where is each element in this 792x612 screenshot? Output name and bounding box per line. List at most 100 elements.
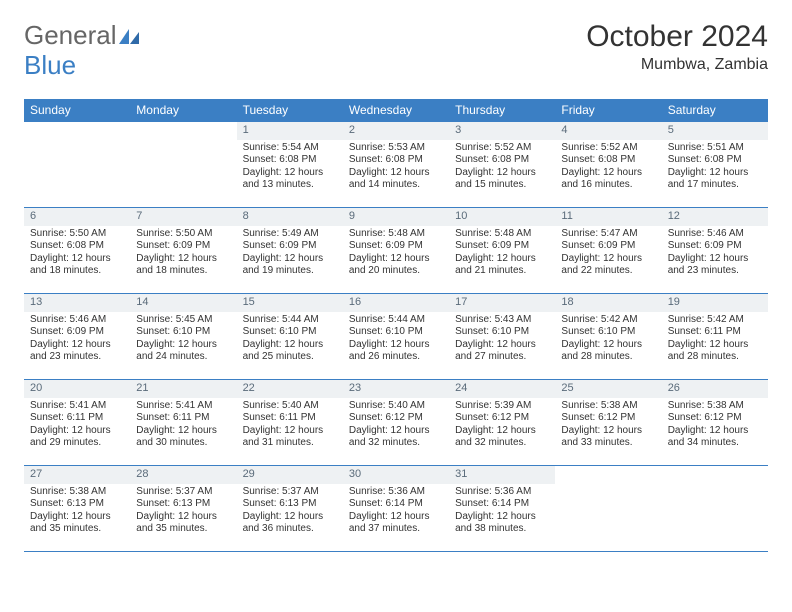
calendar-cell: 15Sunrise: 5:44 AMSunset: 6:10 PMDayligh… [237,294,343,380]
cell-line-day1: Daylight: 12 hours [349,167,443,180]
day-number: 31 [449,466,555,484]
day-number: 6 [24,208,130,226]
cell-line-sunset: Sunset: 6:10 PM [136,326,230,339]
cell-line-day2: and 33 minutes. [561,437,655,450]
cell-line-sunset: Sunset: 6:11 PM [668,326,762,339]
cell-body: Sunrise: 5:38 AMSunset: 6:13 PMDaylight:… [24,484,130,540]
cell-line-sunrise: Sunrise: 5:53 AM [349,142,443,155]
cell-line-day2: and 23 minutes. [30,351,124,364]
cell-body: Sunrise: 5:47 AMSunset: 6:09 PMDaylight:… [555,226,661,282]
calendar-cell: 7Sunrise: 5:50 AMSunset: 6:09 PMDaylight… [130,208,236,294]
cell-line-day1: Daylight: 12 hours [136,339,230,352]
day-number: 21 [130,380,236,398]
cell-body: Sunrise: 5:49 AMSunset: 6:09 PMDaylight:… [237,226,343,282]
day-number: 11 [555,208,661,226]
cell-line-day1: Daylight: 12 hours [561,253,655,266]
cell-body: Sunrise: 5:43 AMSunset: 6:10 PMDaylight:… [449,312,555,368]
cell-line-sunset: Sunset: 6:09 PM [349,240,443,253]
day-number: 26 [662,380,768,398]
title-block: October 2024 Mumbwa, Zambia [586,20,768,74]
calendar-cell: 27Sunrise: 5:38 AMSunset: 6:13 PMDayligh… [24,466,130,552]
cell-line-sunrise: Sunrise: 5:45 AM [136,314,230,327]
cell-body: Sunrise: 5:41 AMSunset: 6:11 PMDaylight:… [130,398,236,454]
cell-line-day1: Daylight: 12 hours [349,425,443,438]
cell-line-day1: Daylight: 12 hours [30,253,124,266]
cell-line-day2: and 19 minutes. [243,265,337,278]
cell-line-day1: Daylight: 12 hours [561,339,655,352]
cell-body: Sunrise: 5:40 AMSunset: 6:11 PMDaylight:… [237,398,343,454]
day-number: 17 [449,294,555,312]
cell-body: Sunrise: 5:46 AMSunset: 6:09 PMDaylight:… [24,312,130,368]
calendar-cell: 18Sunrise: 5:42 AMSunset: 6:10 PMDayligh… [555,294,661,380]
cell-line-day2: and 36 minutes. [243,523,337,536]
day-header-wednesday: Wednesday [343,99,449,122]
cell-line-sunrise: Sunrise: 5:48 AM [455,228,549,241]
cell-line-day1: Daylight: 12 hours [243,167,337,180]
calendar-cell: 24Sunrise: 5:39 AMSunset: 6:12 PMDayligh… [449,380,555,466]
cell-line-day2: and 38 minutes. [455,523,549,536]
cell-line-day1: Daylight: 12 hours [668,253,762,266]
cell-line-sunrise: Sunrise: 5:48 AM [349,228,443,241]
cell-line-day1: Daylight: 12 hours [243,339,337,352]
cell-line-sunrise: Sunrise: 5:38 AM [30,486,124,499]
cell-body: Sunrise: 5:48 AMSunset: 6:09 PMDaylight:… [343,226,449,282]
cell-line-day1: Daylight: 12 hours [668,425,762,438]
month-title: October 2024 [586,20,768,54]
calendar-cell: 30Sunrise: 5:36 AMSunset: 6:14 PMDayligh… [343,466,449,552]
cell-body: Sunrise: 5:42 AMSunset: 6:10 PMDaylight:… [555,312,661,368]
cell-body: Sunrise: 5:45 AMSunset: 6:10 PMDaylight:… [130,312,236,368]
cell-line-sunrise: Sunrise: 5:38 AM [561,400,655,413]
cell-line-sunset: Sunset: 6:08 PM [349,154,443,167]
day-number: 8 [237,208,343,226]
cell-line-day2: and 32 minutes. [455,437,549,450]
calendar-cell: 22Sunrise: 5:40 AMSunset: 6:11 PMDayligh… [237,380,343,466]
cell-line-day1: Daylight: 12 hours [136,253,230,266]
calendar-cell: 11Sunrise: 5:47 AMSunset: 6:09 PMDayligh… [555,208,661,294]
calendar-cell [130,122,236,208]
cell-line-day1: Daylight: 12 hours [30,511,124,524]
calendar-cell: 19Sunrise: 5:42 AMSunset: 6:11 PMDayligh… [662,294,768,380]
cell-line-day1: Daylight: 12 hours [455,425,549,438]
day-header-monday: Monday [130,99,236,122]
cell-line-day2: and 34 minutes. [668,437,762,450]
cell-body: Sunrise: 5:36 AMSunset: 6:14 PMDaylight:… [449,484,555,540]
cell-line-day1: Daylight: 12 hours [561,425,655,438]
cell-line-sunrise: Sunrise: 5:42 AM [561,314,655,327]
cell-line-day2: and 17 minutes. [668,179,762,192]
calendar-cell: 29Sunrise: 5:37 AMSunset: 6:13 PMDayligh… [237,466,343,552]
cell-line-day2: and 16 minutes. [561,179,655,192]
cell-line-day1: Daylight: 12 hours [349,339,443,352]
cell-line-sunrise: Sunrise: 5:52 AM [561,142,655,155]
cell-line-sunset: Sunset: 6:12 PM [561,412,655,425]
calendar-week-row: 1Sunrise: 5:54 AMSunset: 6:08 PMDaylight… [24,122,768,208]
cell-line-day2: and 13 minutes. [243,179,337,192]
cell-line-sunset: Sunset: 6:09 PM [455,240,549,253]
cell-line-day1: Daylight: 12 hours [455,167,549,180]
cell-line-sunrise: Sunrise: 5:44 AM [243,314,337,327]
cell-line-sunset: Sunset: 6:09 PM [243,240,337,253]
cell-line-sunrise: Sunrise: 5:37 AM [136,486,230,499]
cell-line-day1: Daylight: 12 hours [30,339,124,352]
cell-line-sunrise: Sunrise: 5:46 AM [668,228,762,241]
cell-line-day2: and 37 minutes. [349,523,443,536]
cell-line-sunrise: Sunrise: 5:47 AM [561,228,655,241]
cell-line-day2: and 29 minutes. [30,437,124,450]
cell-body: Sunrise: 5:50 AMSunset: 6:09 PMDaylight:… [130,226,236,282]
cell-line-sunrise: Sunrise: 5:37 AM [243,486,337,499]
calendar-cell: 20Sunrise: 5:41 AMSunset: 6:11 PMDayligh… [24,380,130,466]
cell-body: Sunrise: 5:51 AMSunset: 6:08 PMDaylight:… [662,140,768,196]
cell-line-sunrise: Sunrise: 5:41 AM [136,400,230,413]
day-number: 28 [130,466,236,484]
cell-line-sunrise: Sunrise: 5:52 AM [455,142,549,155]
cell-line-day1: Daylight: 12 hours [668,339,762,352]
cell-line-day2: and 35 minutes. [30,523,124,536]
cell-body: Sunrise: 5:46 AMSunset: 6:09 PMDaylight:… [662,226,768,282]
cell-line-sunrise: Sunrise: 5:43 AM [455,314,549,327]
cell-line-sunrise: Sunrise: 5:54 AM [243,142,337,155]
calendar-cell: 1Sunrise: 5:54 AMSunset: 6:08 PMDaylight… [237,122,343,208]
logo-text-general: General [24,20,117,51]
day-number: 30 [343,466,449,484]
cell-line-sunset: Sunset: 6:13 PM [136,498,230,511]
cell-line-day1: Daylight: 12 hours [349,253,443,266]
cell-body: Sunrise: 5:37 AMSunset: 6:13 PMDaylight:… [237,484,343,540]
